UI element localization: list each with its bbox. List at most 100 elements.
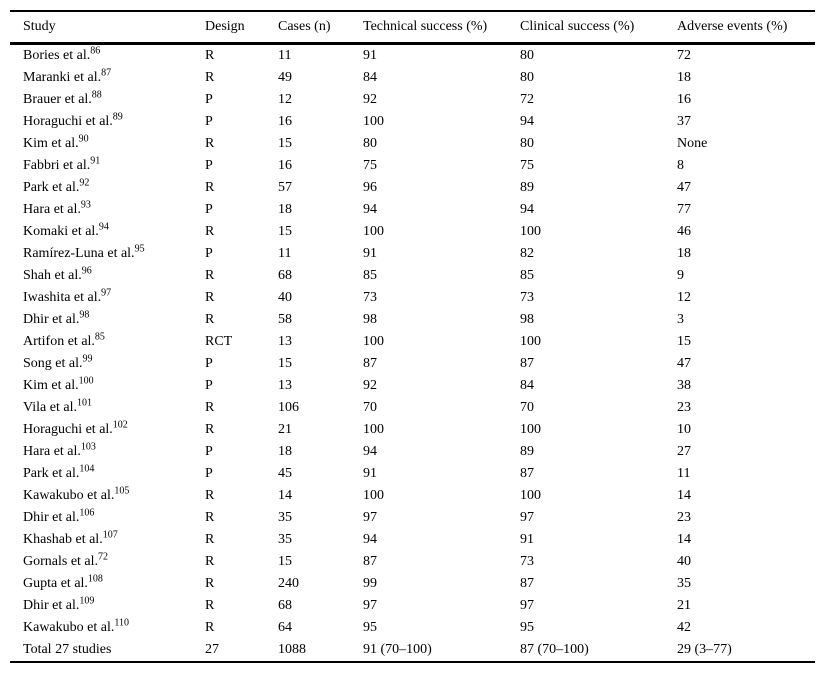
design-cell: R	[205, 598, 215, 613]
design-cell: R	[205, 136, 215, 151]
design-cell: P	[205, 466, 213, 481]
table-body: Bories et al.86 R 11 91 80 72 Maranki et…	[10, 44, 815, 663]
cases-cell: 15	[278, 224, 292, 239]
study-cell: Khashab et al.107	[10, 529, 205, 551]
design-cell: P	[205, 378, 213, 393]
study-cell: Gornals et al.72	[10, 551, 205, 573]
clinical-success-cell: 87	[520, 466, 534, 481]
study-name: Bories et al.	[23, 48, 91, 63]
study-cell: Shah et al.96	[10, 265, 205, 287]
adverse-events-cell: 40	[677, 554, 691, 569]
reference-superscript: 96	[81, 265, 92, 277]
cases-cell: 40	[278, 290, 292, 305]
cases-cell: 15	[278, 136, 292, 151]
adverse-events-cell: 9	[677, 268, 684, 283]
study-cell: Total 27 studies	[10, 639, 205, 662]
table-row: Kim et al.90 R 15 80 80 None	[10, 133, 815, 155]
clinical-success-cell: 87	[520, 576, 534, 591]
reference-superscript: 106	[79, 507, 95, 519]
adverse-events-cell: 8	[677, 158, 684, 173]
adverse-events-cell: 12	[677, 290, 691, 305]
design-cell: P	[205, 92, 213, 107]
reference-superscript: 93	[80, 199, 91, 211]
design-cell: P	[205, 114, 213, 129]
adverse-events-cell: 10	[677, 422, 691, 437]
study-cell: Vila et al.101	[10, 397, 205, 419]
adverse-events-cell: 14	[677, 488, 691, 503]
technical-success-cell: 98	[363, 312, 377, 327]
reference-superscript: 94	[98, 221, 109, 233]
study-cell: Dhir et al.98	[10, 309, 205, 331]
table-row: Brauer et al.88 P 12 92 72 16	[10, 89, 815, 111]
technical-success-cell: 91	[363, 48, 377, 63]
table-row: Maranki et al.87 R 49 84 80 18	[10, 67, 815, 89]
cases-cell: 68	[278, 598, 292, 613]
study-cell: Horaguchi et al.102	[10, 419, 205, 441]
table-row: Komaki et al.94 R 15 100 100 46	[10, 221, 815, 243]
cases-cell: 1088	[278, 642, 306, 657]
design-cell: P	[205, 202, 213, 217]
study-cell: Horaguchi et al.89	[10, 111, 205, 133]
table-row: Kim et al.100 P 13 92 84 38	[10, 375, 815, 397]
design-cell: P	[205, 246, 213, 261]
reference-superscript: 98	[79, 309, 90, 321]
column-header-clinical-success: Clinical success (%)	[520, 11, 677, 45]
study-name: Gornals et al.	[23, 554, 99, 569]
table-row: Shah et al.96 R 68 85 85 9	[10, 265, 815, 287]
clinical-success-cell: 100	[520, 224, 541, 239]
column-header-adverse-events: Adverse events (%)	[677, 11, 815, 45]
cases-cell: 45	[278, 466, 292, 481]
study-cell: Kawakubo et al.110	[10, 617, 205, 639]
technical-success-cell: 80	[363, 136, 377, 151]
table-row: Vila et al.101 R 106 70 70 23	[10, 397, 815, 419]
clinical-success-cell: 73	[520, 290, 534, 305]
clinical-success-cell: 84	[520, 378, 534, 393]
technical-success-cell: 96	[363, 180, 377, 195]
cases-cell: 15	[278, 554, 292, 569]
clinical-success-cell: 72	[520, 92, 534, 107]
study-cell: Dhir et al.109	[10, 595, 205, 617]
clinical-success-cell: 75	[520, 158, 534, 173]
adverse-events-cell: 16	[677, 92, 691, 107]
table-row: Kawakubo et al.110 R 64 95 95 42	[10, 617, 815, 639]
technical-success-cell: 94	[363, 444, 377, 459]
reference-superscript: 92	[79, 177, 90, 189]
adverse-events-cell: 37	[677, 114, 691, 129]
technical-success-cell: 100	[363, 224, 384, 239]
study-name: Ramírez-Luna et al.	[23, 246, 135, 261]
study-cell: Bories et al.86	[10, 44, 205, 68]
design-cell: R	[205, 312, 215, 327]
study-name: Brauer et al.	[23, 92, 92, 107]
adverse-events-cell: 46	[677, 224, 691, 239]
cases-cell: 16	[278, 158, 292, 173]
reference-superscript: 108	[87, 573, 103, 585]
reference-superscript: 86	[90, 45, 101, 57]
adverse-events-cell: 38	[677, 378, 691, 393]
study-name: Dhir et al.	[23, 510, 80, 525]
technical-success-cell: 91	[363, 466, 377, 481]
study-name: Gupta et al.	[23, 576, 88, 591]
table-row: Dhir et al.106 R 35 97 97 23	[10, 507, 815, 529]
technical-success-cell: 84	[363, 70, 377, 85]
cases-cell: 11	[278, 246, 292, 261]
clinical-success-cell: 97	[520, 510, 534, 525]
design-cell: R	[205, 224, 215, 239]
technical-success-cell: 73	[363, 290, 377, 305]
table-row: Bories et al.86 R 11 91 80 72	[10, 44, 815, 68]
study-cell: Song et al.99	[10, 353, 205, 375]
table-row: Ramírez-Luna et al.95 P 11 91 82 18	[10, 243, 815, 265]
study-name: Kim et al.	[23, 136, 79, 151]
design-cell: R	[205, 268, 215, 283]
table-row: Iwashita et al.97 R 40 73 73 12	[10, 287, 815, 309]
study-name: Komaki et al.	[23, 224, 99, 239]
adverse-events-cell: 15	[677, 334, 691, 349]
technical-success-cell: 92	[363, 378, 377, 393]
clinical-success-cell: 70	[520, 400, 534, 415]
cases-cell: 21	[278, 422, 292, 437]
clinical-success-cell: 80	[520, 48, 534, 63]
cases-cell: 35	[278, 532, 292, 547]
cases-cell: 57	[278, 180, 292, 195]
table-row: Dhir et al.98 R 58 98 98 3	[10, 309, 815, 331]
reference-superscript: 89	[112, 111, 123, 123]
technical-success-cell: 99	[363, 576, 377, 591]
